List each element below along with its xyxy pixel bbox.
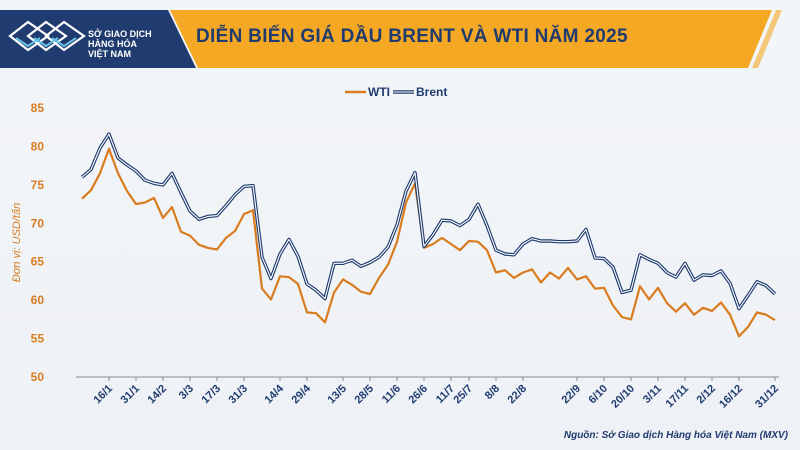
- logo-line: HÀNG HÓA: [88, 39, 137, 49]
- x-tick-label: 14/2: [145, 383, 169, 407]
- x-tick-label: 13/5: [325, 383, 349, 407]
- y-tick-label: 60: [31, 293, 45, 307]
- x-tick-label: 25/7: [451, 383, 475, 407]
- x-tick-label: 16/1: [91, 383, 115, 407]
- y-axis-label: Đơn vị: USD/tấn: [11, 203, 23, 282]
- source-note: Nguồn: Sở Giao dịch Hàng hóa Việt Nam (M…: [563, 430, 788, 441]
- x-tick-label: 17/11: [664, 383, 692, 411]
- x-tick-label: 29/4: [289, 382, 313, 406]
- x-tick-label: 26/6: [406, 383, 430, 407]
- y-tick-label: 70: [31, 216, 45, 230]
- series-line-brent-inner: [81, 133, 776, 310]
- y-tick-label: 80: [31, 139, 45, 153]
- chart-title: DIỄN BIẾN GIÁ DẦU BRENT VÀ WTI NĂM 2025: [196, 26, 628, 47]
- x-tick-label: 17/3: [199, 383, 223, 407]
- series-line-brent: [80, 132, 777, 311]
- x-tick-label: 6/10: [586, 383, 610, 407]
- y-tick-label: 50: [31, 370, 45, 384]
- x-tick-label: 28/5: [352, 383, 376, 407]
- logo-line: SỞ GIAO DỊCH: [88, 29, 152, 39]
- logo-text: SỞ GIAO DỊCH HÀNG HÓA VIỆT NAM: [88, 29, 152, 59]
- x-tick-label: 2/12: [694, 383, 718, 407]
- x-tick-label: 20/10: [609, 383, 637, 411]
- y-tick-label: 55: [31, 332, 45, 346]
- logo-line: VIỆT NAM: [88, 49, 132, 59]
- x-tick-label: 3/11: [641, 383, 664, 406]
- y-tick-label: 75: [31, 178, 45, 192]
- x-tick-label: 31/1: [118, 383, 142, 407]
- x-tick-label: 11/7: [434, 383, 457, 406]
- y-tick-label: 65: [31, 255, 45, 269]
- x-tick-label: 8/8: [483, 383, 502, 402]
- x-tick-label: 31/3: [226, 383, 250, 407]
- legend-label-brent: Brent: [416, 85, 447, 99]
- x-tick-label: 11/6: [380, 383, 403, 406]
- legend-label-wti: WTI: [368, 85, 390, 99]
- x-tick-label: 16/12: [717, 383, 745, 411]
- x-tick-label: 14/4: [262, 382, 286, 406]
- y-tick-label: 85: [31, 101, 45, 115]
- series-line-wti: [81, 147, 776, 338]
- legend: WTI Brent: [345, 85, 447, 99]
- x-tick-label: 3/3: [177, 383, 196, 402]
- x-tick-label: 31/12: [753, 383, 781, 411]
- header-banner: SỞ GIAO DỊCH HÀNG HÓA VIỆT NAM: [0, 10, 800, 68]
- x-tick-label: 22/8: [505, 383, 529, 407]
- mxv-logo-icon: [8, 20, 86, 52]
- x-tick-label: 22/9: [559, 383, 583, 407]
